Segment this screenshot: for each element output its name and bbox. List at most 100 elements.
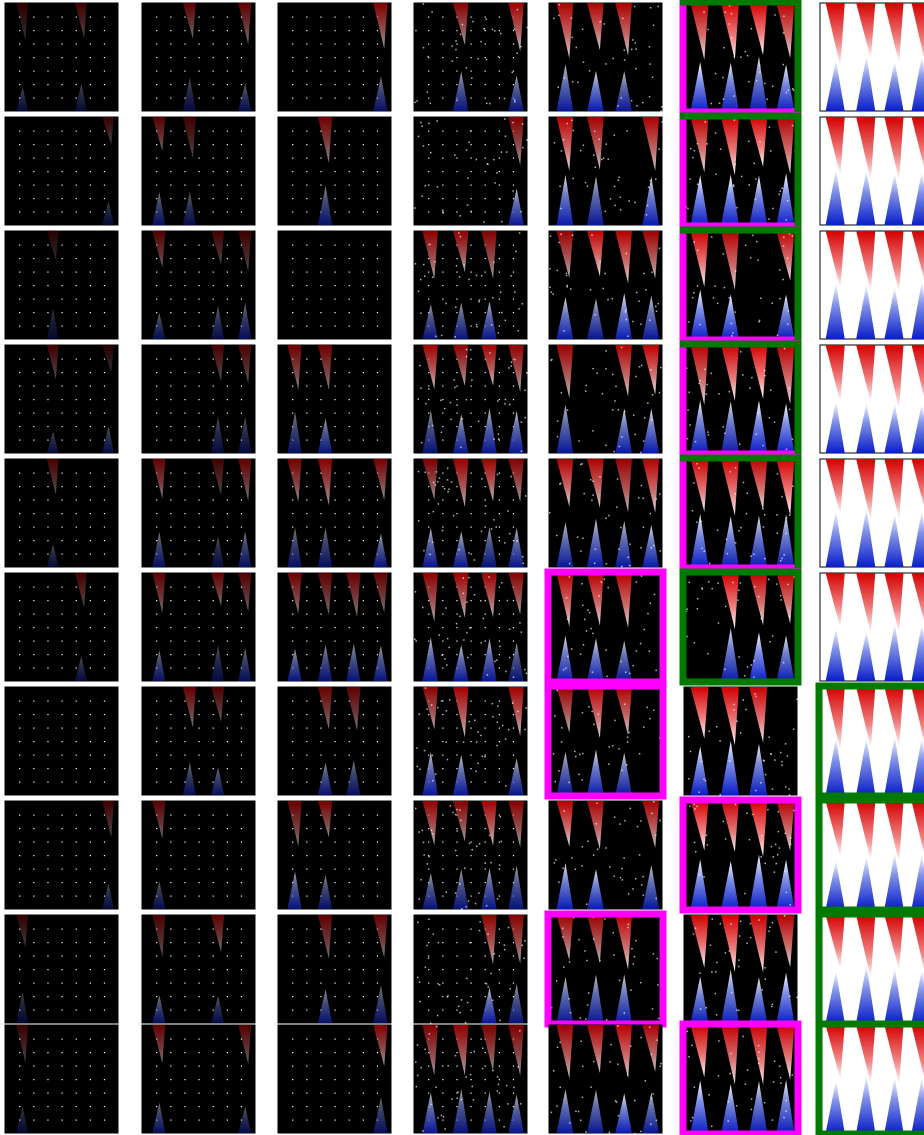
speckle: [730, 1053, 732, 1055]
speckle: [655, 306, 657, 308]
speckle: [459, 1012, 461, 1014]
speckle: [647, 205, 649, 207]
speckle: [768, 931, 770, 933]
grid-dot: [47, 158, 48, 159]
grid-dot: [62, 44, 63, 45]
speckle: [657, 303, 659, 305]
speckle: [452, 60, 454, 62]
grid-dot: [306, 728, 307, 729]
grid-dot: [306, 969, 307, 970]
speckle: [504, 403, 506, 405]
grid-dot: [456, 426, 457, 427]
grid-dot: [442, 98, 443, 99]
grid-dot: [292, 869, 293, 870]
grid-dot: [428, 171, 429, 172]
speckle: [510, 365, 512, 367]
speckle: [557, 270, 559, 272]
speckle: [780, 1082, 782, 1084]
grid-dot: [499, 386, 500, 387]
speckle: [522, 303, 524, 305]
grid-dot: [292, 185, 293, 186]
grid-dot: [170, 44, 171, 45]
grid-dot: [499, 855, 500, 856]
speckle: [627, 736, 629, 738]
grid-dot: [363, 828, 364, 829]
grid-dot: [349, 1039, 350, 1040]
grid-dot: [349, 440, 350, 441]
grid-dot: [456, 882, 457, 883]
speckle: [497, 1076, 499, 1078]
grid-dot: [485, 158, 486, 159]
grid-dot: [199, 473, 200, 474]
speckle: [686, 636, 688, 638]
grid-dot: [499, 1120, 500, 1121]
speckle: [762, 445, 764, 447]
grid-dot: [241, 527, 242, 528]
grid-dot: [76, 614, 77, 615]
speckle: [428, 856, 430, 858]
speckle: [777, 473, 779, 475]
grid-dot: [442, 413, 443, 414]
grid-dot: [90, 212, 91, 213]
speckle: [596, 823, 598, 825]
grid-dot: [377, 882, 378, 883]
speckle: [477, 731, 479, 733]
grid-dot: [199, 554, 200, 555]
grid-dot: [19, 212, 20, 213]
grid-dot: [292, 1039, 293, 1040]
speckle: [659, 493, 661, 495]
speckle: [694, 842, 696, 844]
grid-dot: [170, 71, 171, 72]
speckle: [422, 607, 424, 609]
grid-dot: [47, 815, 48, 816]
grid-dot: [349, 84, 350, 85]
speckle: [788, 788, 790, 790]
grid-dot: [227, 554, 228, 555]
speckle: [687, 438, 689, 440]
grid-dot: [485, 1079, 486, 1080]
grid-dot: [19, 513, 20, 514]
grid-dot: [335, 527, 336, 528]
grid-dot: [292, 701, 293, 702]
speckle: [419, 769, 421, 771]
grid-dot: [156, 1106, 157, 1107]
grid-dot: [428, 513, 429, 514]
speckle: [769, 417, 771, 419]
grid-dot: [199, 299, 200, 300]
grid-dot: [156, 198, 157, 199]
speckle: [505, 785, 507, 787]
speckle: [558, 242, 560, 244]
speckle: [436, 471, 438, 473]
speckle: [705, 780, 707, 782]
grid-dot: [363, 741, 364, 742]
grid-dot: [33, 198, 34, 199]
speckle: [724, 669, 726, 671]
grid-dot: [184, 326, 185, 327]
grid-dot: [377, 741, 378, 742]
grid-dot: [62, 1052, 63, 1053]
grid-dot: [292, 929, 293, 930]
grid-dot: [19, 285, 20, 286]
speckle: [549, 268, 551, 270]
grid-dot: [213, 426, 214, 427]
grid-dot: [47, 956, 48, 957]
speckle: [596, 372, 598, 374]
grid-dot: [104, 258, 105, 259]
grid-dot: [76, 158, 77, 159]
grid-dot: [241, 386, 242, 387]
grid-dot: [170, 158, 171, 159]
speckle: [504, 98, 506, 100]
grid-dot: [62, 84, 63, 85]
speckle: [618, 177, 620, 179]
grid-dot: [363, 627, 364, 628]
speckle: [602, 393, 604, 395]
grid-dot: [213, 17, 214, 18]
speckle: [656, 1039, 658, 1041]
grid-dot: [47, 285, 48, 286]
grid-dot: [90, 728, 91, 729]
grid-dot: [306, 996, 307, 997]
grid-dot: [471, 714, 472, 715]
grid-dot: [241, 272, 242, 273]
grid-dot: [335, 185, 336, 186]
grid-dot: [184, 996, 185, 997]
